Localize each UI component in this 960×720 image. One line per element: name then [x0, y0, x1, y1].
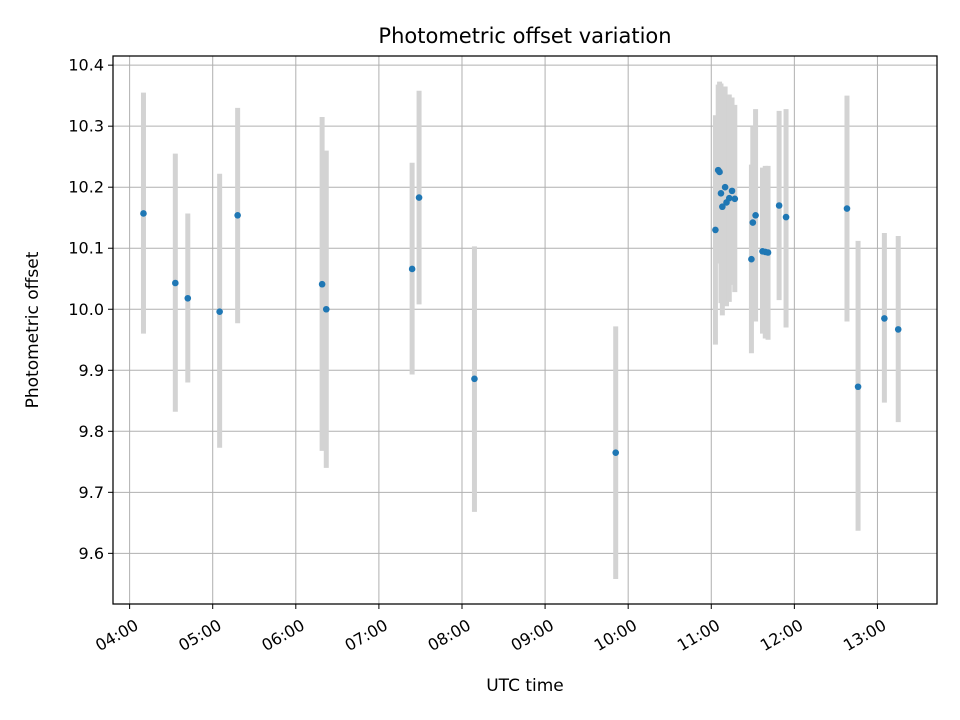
data-point	[612, 449, 620, 456]
data-point	[749, 219, 757, 226]
y-tick-label: 10.0	[68, 300, 104, 319]
x-tick-label: 05:00	[175, 615, 224, 655]
data-point	[318, 280, 326, 288]
axis-ticks: 04:00 05:00 06:00 07:00 08:00 09:00 10:00 11:00…	[68, 56, 889, 655]
data-point	[719, 203, 726, 211]
data-point	[716, 168, 723, 176]
data-point	[854, 383, 862, 391]
data-point	[894, 326, 902, 333]
y-tick-label: 10.1	[68, 239, 104, 258]
y-tick-label: 9.9	[79, 361, 104, 380]
data-point	[725, 194, 733, 202]
data-point	[717, 190, 725, 197]
data-point	[471, 375, 478, 383]
data-point	[415, 194, 423, 201]
data-point	[764, 249, 772, 256]
data-point	[731, 195, 739, 203]
grid	[113, 56, 937, 604]
data-point	[408, 265, 416, 273]
x-tick-label: 12:00	[757, 615, 806, 655]
y-tick-label: 10.3	[68, 117, 104, 136]
y-tick-label: 9.6	[79, 544, 104, 563]
chart-title: Photometric offset variation	[378, 24, 671, 48]
data-point	[172, 279, 179, 287]
y-tick-label: 10.2	[68, 178, 104, 197]
data-point	[843, 205, 851, 212]
data-point	[712, 226, 719, 234]
x-tick-label: 08:00	[425, 615, 474, 655]
data-point	[184, 294, 192, 302]
x-tick-label: 04:00	[92, 615, 141, 655]
data-point	[881, 315, 888, 322]
y-axis-label: Photometric offset	[23, 251, 43, 408]
y-tick-label: 9.7	[79, 483, 104, 502]
data-point	[216, 308, 223, 315]
x-tick-label: 06:00	[258, 615, 307, 655]
data-point	[234, 211, 241, 219]
data-point	[748, 255, 755, 263]
y-tick-label: 10.4	[68, 56, 104, 75]
x-tick-label: 13:00	[840, 615, 889, 655]
x-axis-label: UTC time	[486, 676, 564, 696]
data-point	[140, 210, 147, 217]
data-point	[752, 211, 759, 219]
x-tick-label: 09:00	[508, 615, 557, 655]
plot-frame	[112, 55, 938, 605]
data-points	[140, 166, 902, 456]
data-point	[728, 187, 736, 195]
data-point	[322, 305, 330, 313]
error-bars	[140, 81, 901, 579]
x-tick-label: 10:00	[591, 615, 640, 655]
y-tick-label: 9.8	[79, 422, 104, 441]
x-tick-label: 07:00	[341, 615, 390, 655]
data-point	[782, 213, 790, 221]
x-tick-label: 11:00	[674, 615, 723, 655]
data-point	[721, 183, 729, 191]
data-point	[775, 202, 783, 209]
